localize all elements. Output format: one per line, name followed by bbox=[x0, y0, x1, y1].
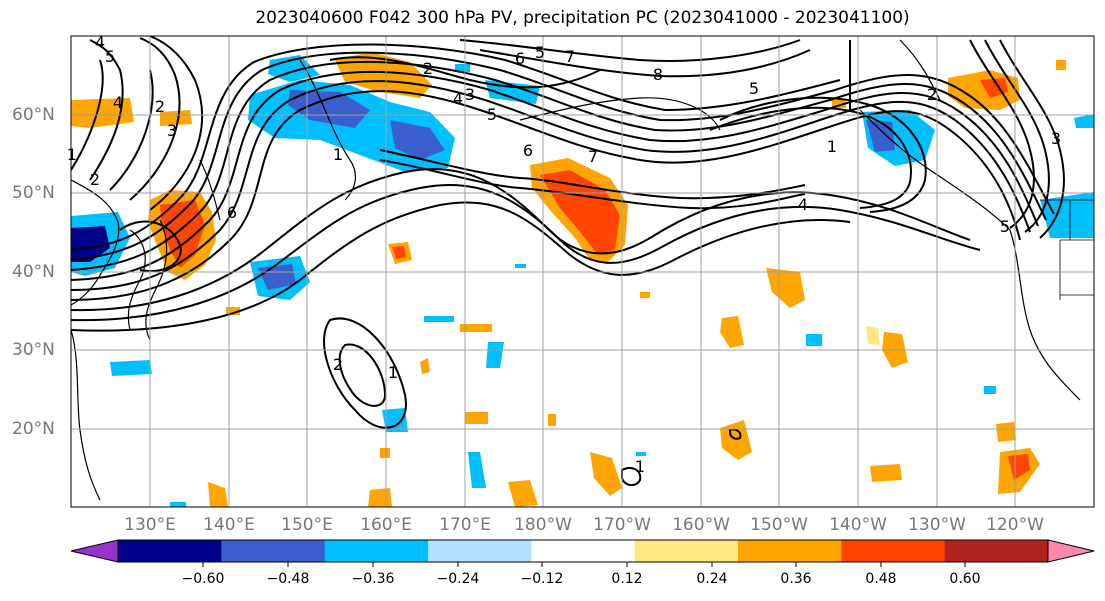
pv-contour-label: 6 bbox=[523, 141, 533, 160]
pv-contour-label: 3 bbox=[167, 121, 177, 140]
colorbar-segment bbox=[221, 540, 326, 562]
pv-contour-label: 2 bbox=[333, 355, 343, 374]
lon-tick-label: 150°W bbox=[750, 515, 808, 535]
pv-contour-label: 3 bbox=[1051, 129, 1061, 148]
pv-contour-label: 1 bbox=[333, 145, 343, 164]
pv-contour-label: 3 bbox=[465, 85, 475, 104]
pv-contour-label: 1 bbox=[67, 145, 77, 164]
pv-contour-label: 2 bbox=[155, 97, 165, 116]
pv-contour-label: 6 bbox=[227, 203, 237, 222]
colorbar-extend-low bbox=[70, 539, 119, 563]
pv-contour-label: 5 bbox=[1000, 217, 1010, 236]
pv-contour-label: 4 bbox=[95, 33, 105, 52]
lon-tick-label: 140°E bbox=[203, 515, 255, 535]
colorbar-tick-label: −0.24 bbox=[436, 571, 480, 587]
colorbar-tick-label: 0.24 bbox=[696, 571, 728, 587]
pv-contour-label: 4 bbox=[453, 89, 463, 108]
lon-tick-label: 160°W bbox=[672, 515, 730, 535]
pv-contour-label: 7 bbox=[588, 147, 598, 166]
colorbar-segment bbox=[738, 540, 842, 562]
colorbar bbox=[70, 539, 1095, 567]
pv-contour-label: 6 bbox=[515, 49, 525, 68]
pv-contour-label: 1 bbox=[827, 137, 837, 156]
colorbar-tick-label: −0.12 bbox=[520, 571, 564, 587]
colorbar-segment bbox=[841, 540, 946, 562]
lon-tick-label: 140°W bbox=[829, 515, 887, 535]
colorbar-tick-label: 0.48 bbox=[865, 571, 897, 587]
pv-contour-label: 5 bbox=[105, 47, 115, 66]
lon-tick-label: 150°E bbox=[281, 515, 333, 535]
lat-tick-label: 30°N bbox=[12, 340, 55, 360]
pv-contour-label: 2 bbox=[423, 59, 433, 78]
pv-contour-label: 5 bbox=[749, 79, 759, 98]
lon-tick-label: 130°W bbox=[908, 515, 966, 535]
colorbar-tick-label: −0.48 bbox=[266, 571, 310, 587]
colorbar-tick-label: 0.60 bbox=[949, 571, 981, 587]
colorbar-segment bbox=[634, 540, 739, 562]
lat-tick-label: 20°N bbox=[12, 419, 55, 439]
lon-tick-label: 170°E bbox=[439, 515, 491, 535]
lon-tick-label: 180°W bbox=[514, 515, 572, 535]
coastlines bbox=[71, 39, 1081, 501]
lat-tick-label: 60°N bbox=[12, 105, 55, 125]
colorbar-tick-label: 0.12 bbox=[611, 571, 643, 587]
pv-contour-label: 4 bbox=[113, 93, 123, 112]
colorbar-tick-label: −0.60 bbox=[181, 571, 225, 587]
pv-contour-label: 4 bbox=[798, 195, 808, 214]
pv-contour-label: 8 bbox=[653, 65, 663, 84]
pv-contour-label: 2 bbox=[90, 170, 100, 189]
colorbar-segment bbox=[118, 540, 222, 562]
colorbar-segment bbox=[428, 540, 532, 562]
pv-contour-label: 7 bbox=[565, 47, 575, 66]
precip-negative-regions bbox=[71, 55, 1094, 507]
colorbar-segment bbox=[944, 540, 1049, 562]
map-frame bbox=[70, 35, 1095, 508]
chart-title: 2023040600 F042 300 hPa PV, precipitatio… bbox=[255, 8, 910, 28]
pv-contour-label: 2 bbox=[927, 85, 937, 104]
pv-contour-label: 5 bbox=[487, 105, 497, 124]
lon-tick-label: 160°E bbox=[360, 515, 412, 535]
lon-tick-label: 130°E bbox=[124, 515, 176, 535]
pv-contour-label: 1 bbox=[388, 363, 398, 382]
graticule bbox=[71, 36, 1094, 507]
lon-tick-label: 120°W bbox=[986, 515, 1044, 535]
lon-tick-label: 170°W bbox=[593, 515, 651, 535]
colorbar-segment bbox=[324, 540, 429, 562]
colorbar-segment bbox=[531, 540, 636, 562]
lat-tick-label: 40°N bbox=[12, 262, 55, 282]
pv-contour-label: 5 bbox=[535, 43, 545, 62]
lat-tick-label: 50°N bbox=[12, 183, 55, 203]
pv-contour-label: 1 bbox=[635, 457, 645, 476]
colorbar-tick-label: 0.36 bbox=[780, 571, 812, 587]
colorbar-tick-label: −0.36 bbox=[351, 571, 395, 587]
colorbar-extend-high bbox=[1047, 539, 1095, 563]
